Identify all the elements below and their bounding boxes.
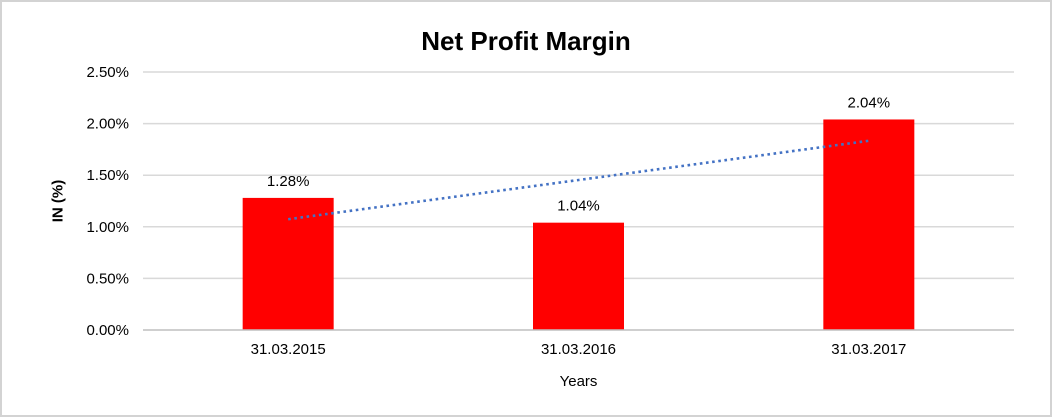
x-category-label: 31.03.2015 [251,341,326,358]
bar [242,197,334,330]
bar [533,222,624,330]
y-tick-label: 0.50% [86,270,129,287]
x-axis-title: Years [559,373,598,390]
y-tick-label: 1.50% [86,167,129,184]
x-category-label: 31.03.2017 [831,341,906,358]
data-label: 2.04% [848,94,891,111]
y-tick-label: 2.50% [86,64,129,81]
y-tick-label: 1.00% [86,219,129,236]
y-tick-label: 0.00% [86,322,129,339]
trendline [287,139,870,221]
x-category-label: 31.03.2016 [541,341,616,358]
data-label: 1.04% [557,198,600,215]
chart-title: Net Profit Margin [421,26,631,56]
data-label: 1.28% [267,173,310,190]
y-tick-label: 2.00% [86,116,129,133]
bar [823,119,915,330]
